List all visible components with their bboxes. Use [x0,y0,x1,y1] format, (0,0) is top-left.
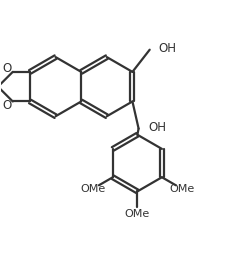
Text: O: O [2,62,11,75]
Text: OMe: OMe [80,184,106,194]
Text: OH: OH [149,121,166,134]
Text: O: O [2,99,11,112]
Text: OMe: OMe [125,209,150,219]
Text: OH: OH [158,42,176,55]
Text: OMe: OMe [169,184,194,194]
